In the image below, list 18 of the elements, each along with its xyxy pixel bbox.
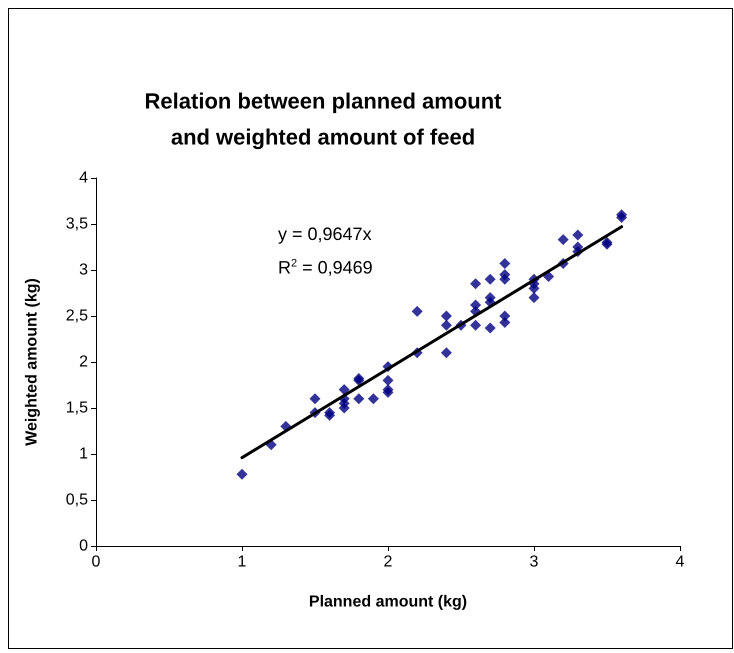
y-axis-title: Weighted amount (kg) bbox=[24, 278, 40, 446]
x-tick-label: 2 bbox=[384, 554, 393, 570]
chart-title: Relation between planned amount and weighted amount of feed bbox=[144, 88, 502, 150]
y-tick-label: 1,5 bbox=[66, 400, 88, 416]
x-tick-label: 0 bbox=[92, 554, 101, 570]
annotation: y = 0,9647x bbox=[278, 224, 372, 244]
y-tick-label: 2,5 bbox=[66, 308, 88, 324]
y-tick-label: 4 bbox=[79, 170, 88, 186]
y-tick-label: 3,5 bbox=[66, 216, 88, 232]
y-tick-label: 3 bbox=[79, 262, 88, 278]
y-tick-label: 0 bbox=[79, 538, 88, 554]
y-tick-label: 2 bbox=[79, 354, 88, 370]
x-tick-label: 1 bbox=[238, 554, 247, 570]
y-tick-label: 0,5 bbox=[66, 492, 88, 508]
x-axis-title: Planned amount (kg) bbox=[308, 594, 468, 610]
y-tick-label: 1 bbox=[79, 446, 88, 462]
x-tick-label: 3 bbox=[530, 554, 539, 570]
x-tick-label: 4 bbox=[676, 554, 685, 570]
